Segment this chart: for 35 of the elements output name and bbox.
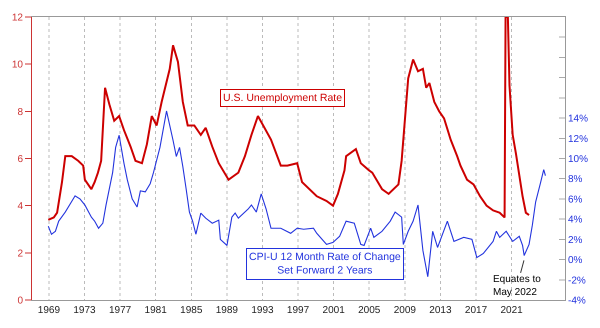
- y-tick-label: 0: [17, 296, 24, 306]
- y-tick-label: 12: [12, 12, 24, 24]
- x-tick-label: 1997: [286, 305, 310, 316]
- x-tick-label: 1993: [251, 305, 274, 316]
- y2-tick-label: 0%: [568, 255, 583, 266]
- x-tick-label: 1977: [108, 305, 132, 316]
- y2-tick-label: 2%: [568, 234, 583, 246]
- y2-tick-label: 14%: [568, 114, 588, 125]
- series-label: CPI-U 12 Month Rate of Change Set Forward 2 Years: [249, 251, 401, 277]
- y2-tick-label: 4%: [568, 214, 583, 226]
- x-tick-label: 1973: [73, 305, 96, 316]
- y2-tick-label: 12%: [568, 134, 588, 145]
- y2-tick-label: -4%: [568, 296, 586, 306]
- x-tick-label: 1969: [38, 305, 60, 316]
- x-tick-label: 2005: [358, 305, 381, 316]
- y-tick-label: 4: [17, 201, 24, 212]
- y2-tick-label: 6%: [568, 194, 583, 206]
- y-tick-label: 6: [17, 154, 24, 165]
- y2-tick-label: 8%: [568, 174, 583, 186]
- x-tick-label: 1989: [216, 305, 238, 316]
- annotation: Equates to May 2022: [493, 274, 542, 298]
- x-tick-label: 2001: [322, 305, 346, 316]
- x-tick-label: 1981: [144, 305, 168, 316]
- y-tick-label: 8: [17, 106, 24, 118]
- y-tick-label: 10: [12, 60, 24, 71]
- text: U.S. Unemployment Rate: [223, 92, 342, 104]
- x-tick-label: 2021: [500, 305, 524, 316]
- line-series: [47, 17, 530, 221]
- x-tick-label: 2017: [464, 305, 488, 316]
- x-tick-label: 2009: [394, 305, 416, 316]
- x-tick-label: 2013: [429, 305, 452, 316]
- y2-tick-label: 10%: [568, 154, 588, 165]
- x-tick-label: 1985: [180, 305, 203, 316]
- y2-tick-label: -2%: [568, 275, 586, 286]
- y-tick-label: 2: [17, 248, 24, 260]
